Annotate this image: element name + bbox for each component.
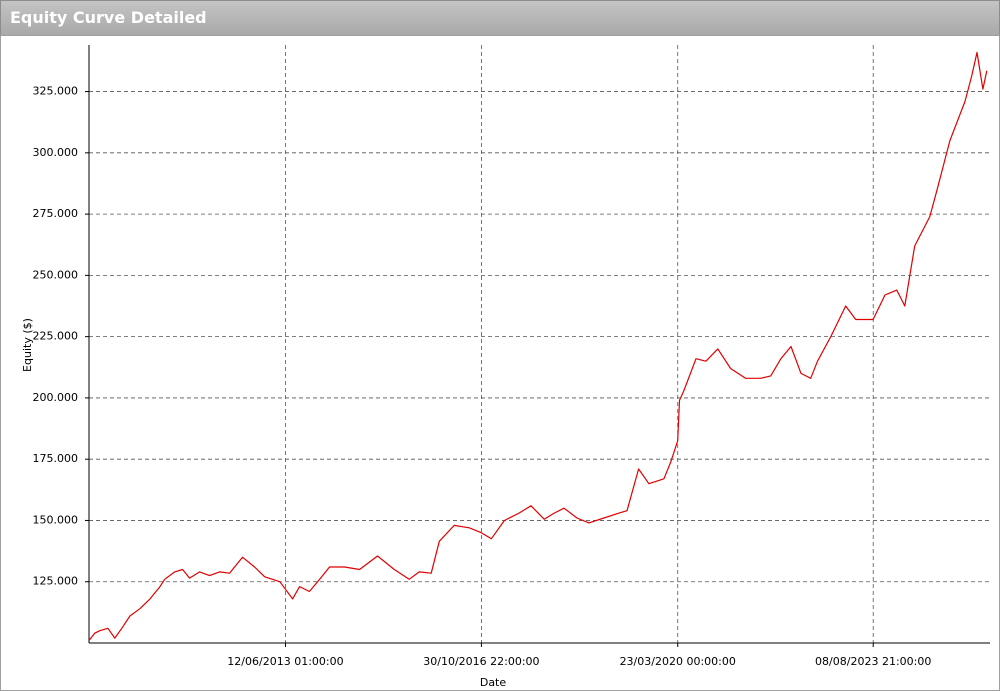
x-tick-label: 30/10/2016 22:00:00 — [423, 655, 539, 668]
x-tick-label: 23/03/2020 00:00:00 — [620, 655, 736, 668]
panel-border — [0, 35, 1000, 691]
y-tick-label: 325.000 — [33, 85, 79, 98]
x-tick-label: 12/06/2013 01:00:00 — [227, 655, 343, 668]
y-tick-label: 275.000 — [33, 207, 79, 220]
chart-title: Equity Curve Detailed — [10, 8, 207, 27]
x-tick-label: 08/08/2023 21:00:00 — [815, 655, 931, 668]
y-tick-label: 200.000 — [33, 391, 79, 404]
x-axis-label: Date — [480, 676, 507, 689]
y-tick-label: 175.000 — [33, 452, 79, 465]
y-tick-label: 250.000 — [33, 268, 79, 281]
y-tick-label: 150.000 — [33, 513, 79, 526]
y-tick-label: 125.000 — [33, 575, 79, 588]
y-axis-label: Equity ($) — [21, 318, 34, 372]
equity-line — [88, 51, 988, 641]
y-tick-label: 225.000 — [33, 330, 79, 343]
header-bar: Equity Curve Detailed — [0, 0, 1000, 36]
y-tick-label: 300.000 — [33, 146, 79, 159]
